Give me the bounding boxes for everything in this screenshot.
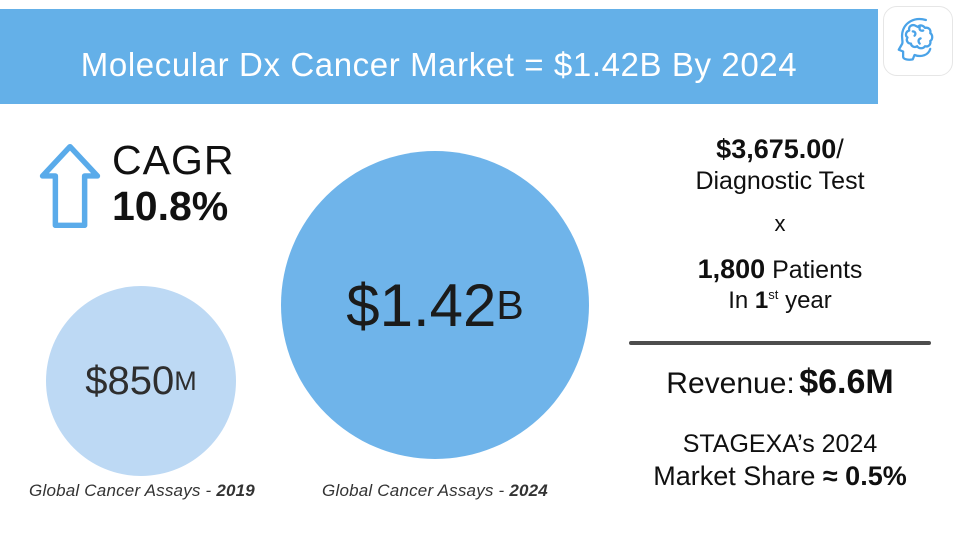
period-line: In 1st year	[612, 287, 948, 315]
period-in: In	[728, 287, 749, 314]
brain-icon	[897, 17, 934, 61]
caption-2019-text: Global Cancer Assays -	[29, 481, 212, 500]
period-ordinal: st	[768, 287, 779, 302]
patients-count: 1,800	[697, 254, 766, 284]
bubble-2019-unit: M	[174, 365, 197, 396]
caption-2024: Global Cancer Assays - 2024	[294, 481, 576, 501]
caption-2019-year: 2019	[216, 481, 255, 500]
share-label: Market Share	[653, 461, 816, 491]
up-arrow-icon	[39, 143, 101, 229]
bubble-2019: $850 M	[46, 286, 236, 476]
page-title: Molecular Dx Cancer Market = $1.42B By 2…	[80, 45, 798, 83]
price-line: $3,675.00/	[612, 134, 948, 165]
multiply-sign: x	[774, 211, 786, 236]
caption-2024-year: 2024	[509, 481, 548, 500]
title-banner: Molecular Dx Cancer Market = $1.42B By 2…	[0, 9, 878, 104]
share-value: ≈ 0.5%	[822, 461, 907, 491]
caption-2024-text: Global Cancer Assays -	[322, 481, 505, 500]
cagr-text: CAGR 10.8%	[112, 137, 235, 230]
period-number: 1	[754, 287, 769, 314]
revenue-label: Revenue:	[666, 367, 795, 400]
revenue-line: Revenue: $6.6M	[612, 363, 948, 402]
caption-2019: Global Cancer Assays - 2019	[6, 481, 278, 501]
price-value: $3,675.00	[716, 134, 837, 164]
calc-panel: $3,675.00/ Diagnostic Test x 1,800 Patie…	[612, 134, 948, 492]
bubble-2024-unit: B	[496, 281, 524, 328]
price-label: Diagnostic Test	[695, 167, 865, 195]
cagr-value: 10.8%	[112, 182, 229, 229]
period-year: year	[785, 287, 832, 314]
divider-line	[629, 341, 931, 345]
bubble-2024-amount: $1.42	[346, 271, 497, 339]
cagr-label: CAGR	[112, 137, 235, 183]
price-slash: /	[836, 134, 844, 164]
share-line: Market Share ≈ 0.5%	[612, 461, 948, 492]
cagr-block: CAGR 10.8%	[38, 137, 235, 234]
patients-label: Patients	[772, 256, 863, 284]
bubble-2024: $1.42 B	[281, 151, 589, 459]
brain-badge	[883, 6, 953, 76]
patients-line: 1,800 Patients	[612, 254, 948, 285]
revenue-value: $6.6M	[799, 363, 894, 401]
share-company-line: STAGEXA’s 2024	[682, 430, 878, 458]
bubble-2019-amount: $850	[85, 358, 175, 403]
